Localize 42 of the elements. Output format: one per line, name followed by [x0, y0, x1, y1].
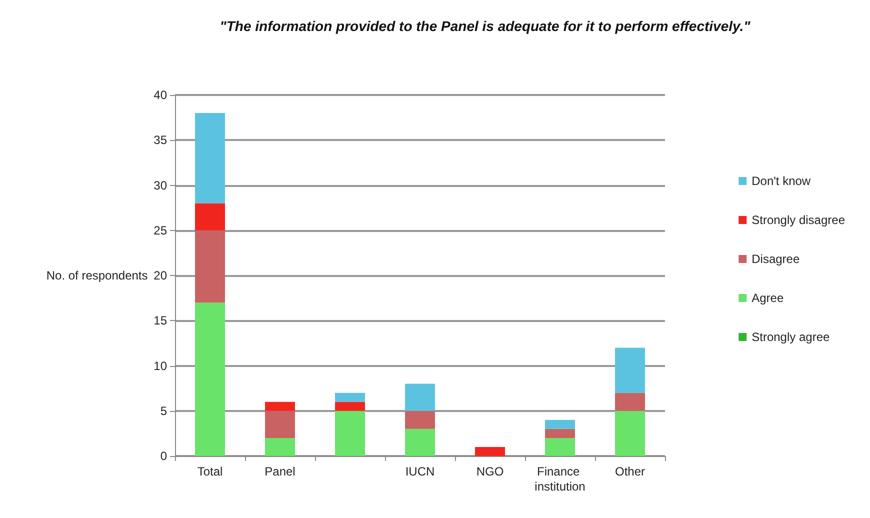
bar [195, 302, 225, 456]
bar [335, 402, 365, 411]
x-tick-label: Finance institution [534, 464, 586, 494]
legend-label: Agree [752, 291, 784, 305]
bar [195, 113, 225, 204]
legend-label: Strongly disagree [752, 213, 846, 227]
bar [195, 203, 225, 230]
bar [475, 446, 505, 456]
bar [265, 410, 295, 438]
y-tick-label: 20 [154, 268, 168, 282]
y-tick-label: 15 [154, 314, 168, 328]
y-axis-title: No. of respondents [46, 268, 148, 282]
bar [615, 348, 645, 393]
y-tick-label: 5 [160, 404, 168, 418]
bar [195, 230, 225, 303]
bar [335, 410, 365, 456]
y-tick-label: 0 [160, 449, 168, 463]
bar [545, 420, 575, 429]
x-tick-label: Total [197, 464, 223, 478]
bar [615, 392, 645, 411]
bar [265, 402, 295, 411]
y-tick-label: 25 [154, 223, 168, 238]
bar [545, 438, 575, 456]
bar [615, 410, 645, 456]
y-tick-label: 40 [154, 88, 168, 102]
bar [405, 428, 435, 456]
x-tick-label: IUCN [405, 464, 435, 478]
legend-label: Strongly agree [752, 330, 830, 344]
chart-title: "The information provided to the Panel is adequate for it to perform effectively." [220, 18, 751, 34]
x-tick-label: Panel [264, 464, 296, 478]
x-tick-label: NGO [476, 464, 504, 478]
bar [335, 392, 365, 402]
bar [405, 384, 435, 411]
legend-label: Don't know [752, 174, 811, 188]
y-tick-label: 35 [154, 133, 168, 148]
x-tick-label: Other [614, 464, 646, 478]
bar [265, 438, 295, 456]
bar [545, 428, 575, 438]
y-tick-label: 30 [154, 178, 168, 192]
y-tick-label: 10 [154, 358, 168, 373]
bar [405, 410, 435, 429]
legend-label: Disagree [752, 252, 800, 266]
